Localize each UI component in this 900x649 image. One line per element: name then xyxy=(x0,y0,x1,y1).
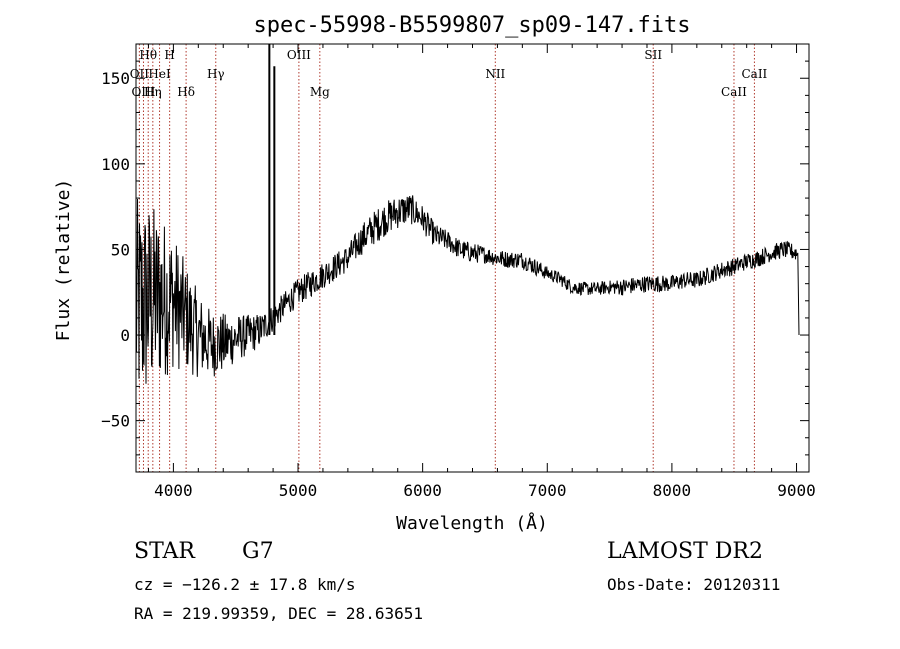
redshift-readout: cz = −126.2 ± 17.8 km/s xyxy=(134,575,356,594)
spectral-line-label: OIII xyxy=(287,48,311,62)
spectral-line-label: NII xyxy=(485,67,505,81)
x-tick-label: 9000 xyxy=(777,481,816,500)
spectral-line-label: HeI xyxy=(148,67,171,81)
x-axis-label: Wavelength (Å) xyxy=(396,512,548,534)
spectral-line-label: Mg xyxy=(310,85,330,99)
plot-frame xyxy=(135,43,810,473)
spectrum-layer xyxy=(135,44,800,384)
x-tick-label: 8000 xyxy=(653,481,692,500)
x-tick-label: 6000 xyxy=(403,481,442,500)
spectral-line-label: Hδ xyxy=(177,85,195,99)
y-tick-label: 100 xyxy=(101,155,130,174)
object-class: STAR xyxy=(134,539,195,564)
spectral-line-label: CaII xyxy=(721,85,747,99)
obs-date: Obs-Date: 20120311 xyxy=(607,575,781,594)
object-subclass: G7 xyxy=(242,539,274,564)
spectral-line-label: OII xyxy=(130,67,150,81)
spectral-line-label: Hγ xyxy=(207,67,225,81)
spectral-line-label: SII xyxy=(644,48,662,62)
spectral-line-label: Hη xyxy=(144,85,162,99)
y-axis: −50 0 50 100 150 xyxy=(101,43,809,456)
y-tick-label: −50 xyxy=(101,412,130,431)
coordinates: RA = 219.99359, DEC = 28.63651 xyxy=(134,604,423,623)
spectral-line-label: H xyxy=(164,48,174,62)
spectral-line-label: Hθ xyxy=(139,48,157,62)
x-tick-label: 7000 xyxy=(528,481,567,500)
spectral-line-label: CaII xyxy=(741,67,767,81)
spectrum-line xyxy=(135,195,800,384)
x-axis: 4000 5000 6000 7000 8000 9000 xyxy=(147,44,816,500)
survey-name: LAMOST DR2 xyxy=(607,539,763,564)
y-tick-label: 0 xyxy=(120,326,130,345)
y-tick-label: 150 xyxy=(101,69,130,88)
y-axis-label: Flux (relative) xyxy=(53,179,74,342)
chart-title: spec-55998-B5599807_sp09-147.fits xyxy=(253,13,690,38)
y-tick-label: 50 xyxy=(111,240,130,259)
x-tick-label: 4000 xyxy=(154,481,193,500)
x-tick-label: 5000 xyxy=(279,481,318,500)
